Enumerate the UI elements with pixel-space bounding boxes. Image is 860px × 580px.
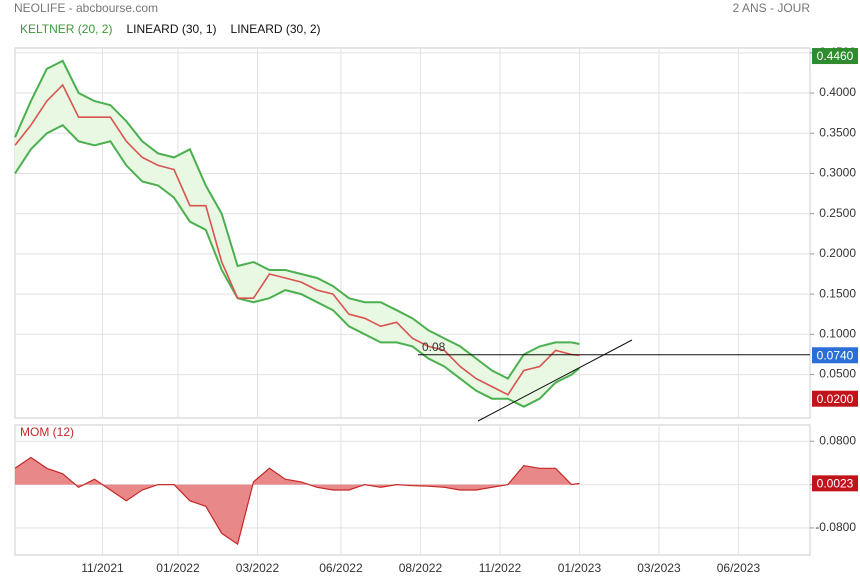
momentum-panel — [14, 424, 811, 556]
x-tick-label: 03/2022 — [236, 561, 280, 575]
x-tick-label: 11/2022 — [479, 561, 522, 575]
y-tick-label: 0.3000 — [819, 166, 856, 180]
page-title: NEOLIFE - abcbourse.com — [14, 1, 158, 15]
legend-entry: KELTNER (20, 2) — [20, 22, 112, 36]
y-tick-label: 0.2500 — [819, 206, 856, 220]
price-tag-label: 0.0200 — [817, 392, 854, 406]
price-panel — [14, 47, 811, 419]
price-tag — [812, 347, 858, 364]
price-tag — [812, 390, 858, 407]
y-tick-label: 0.4000 — [819, 85, 856, 99]
x-tick-label: 03/2023 — [637, 561, 681, 575]
x-tick-label: 01/2022 — [156, 561, 200, 575]
legend-entry: LINEARD (30, 2) — [231, 22, 321, 36]
price-tag-label: 0.0740 — [817, 348, 854, 362]
horizontal-line-label: 0.08 — [422, 340, 446, 354]
momentum-line — [14, 456, 580, 546]
price-tag-label: 0.0023 — [817, 477, 854, 491]
price-tag — [812, 475, 858, 492]
y-tick-label: 0.0500 — [819, 367, 856, 381]
y-tick-label: 0.1500 — [819, 286, 856, 300]
x-tick-label: 06/2022 — [319, 561, 363, 575]
y-tick-label: 0.2000 — [819, 246, 856, 260]
legend-entry: LINEARD (30, 1) — [126, 22, 216, 36]
y-tick-label: 0.1000 — [819, 327, 856, 341]
keltner-lower — [14, 123, 581, 408]
y-tick-label: 0.0800 — [819, 433, 856, 447]
x-tick-label: 01/2023 — [558, 561, 602, 575]
x-tick-label: 06/2023 — [717, 561, 761, 575]
y-tick-label: 0.3500 — [819, 125, 856, 139]
price-tag — [812, 48, 858, 65]
panel-title: MOM (12) — [20, 425, 74, 439]
price-tag-label: 0.4460 — [817, 49, 854, 63]
trend-line — [477, 339, 633, 422]
x-tick-label: 11/2021 — [81, 561, 124, 575]
y-tick-label: -0.0800 — [815, 520, 856, 534]
period-label: 2 ANS - JOUR — [733, 1, 811, 15]
price-line — [14, 83, 580, 396]
keltner-upper — [14, 59, 580, 380]
x-tick-label: 08/2022 — [399, 561, 443, 575]
